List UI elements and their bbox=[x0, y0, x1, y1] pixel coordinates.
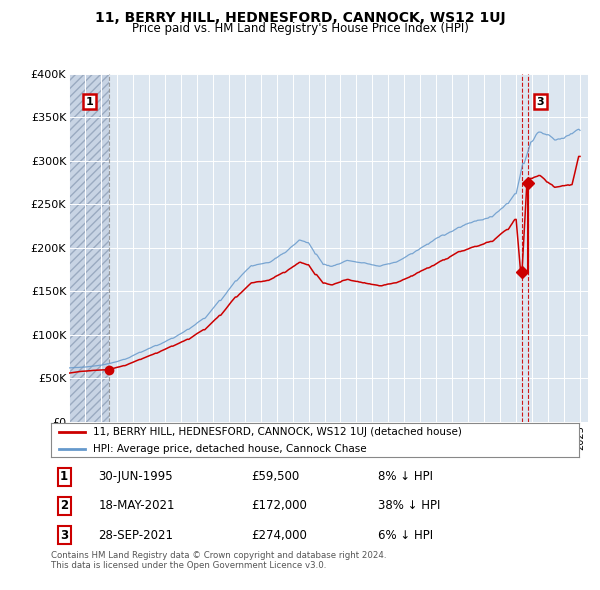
Text: 38% ↓ HPI: 38% ↓ HPI bbox=[379, 499, 441, 513]
Text: 1: 1 bbox=[86, 97, 94, 107]
Text: 11, BERRY HILL, HEDNESFORD, CANNOCK, WS12 1UJ: 11, BERRY HILL, HEDNESFORD, CANNOCK, WS1… bbox=[95, 11, 505, 25]
Text: £274,000: £274,000 bbox=[251, 529, 308, 542]
Text: Contains HM Land Registry data © Crown copyright and database right 2024.: Contains HM Land Registry data © Crown c… bbox=[51, 550, 386, 559]
Text: Price paid vs. HM Land Registry's House Price Index (HPI): Price paid vs. HM Land Registry's House … bbox=[131, 22, 469, 35]
Bar bbox=[69, 74, 109, 422]
Text: 8% ↓ HPI: 8% ↓ HPI bbox=[379, 470, 433, 483]
Text: 3: 3 bbox=[60, 529, 68, 542]
Text: 6% ↓ HPI: 6% ↓ HPI bbox=[379, 529, 433, 542]
Text: 18-MAY-2021: 18-MAY-2021 bbox=[98, 499, 175, 513]
Text: This data is licensed under the Open Government Licence v3.0.: This data is licensed under the Open Gov… bbox=[51, 560, 326, 569]
Text: 30-JUN-1995: 30-JUN-1995 bbox=[98, 470, 173, 483]
Text: 28-SEP-2021: 28-SEP-2021 bbox=[98, 529, 173, 542]
Text: 3: 3 bbox=[536, 97, 544, 107]
Text: 2: 2 bbox=[60, 499, 68, 513]
Text: 11, BERRY HILL, HEDNESFORD, CANNOCK, WS12 1UJ (detached house): 11, BERRY HILL, HEDNESFORD, CANNOCK, WS1… bbox=[93, 427, 462, 437]
Text: HPI: Average price, detached house, Cannock Chase: HPI: Average price, detached house, Cann… bbox=[93, 444, 367, 454]
Text: £59,500: £59,500 bbox=[251, 470, 300, 483]
Text: 1: 1 bbox=[60, 470, 68, 483]
Text: £172,000: £172,000 bbox=[251, 499, 308, 513]
